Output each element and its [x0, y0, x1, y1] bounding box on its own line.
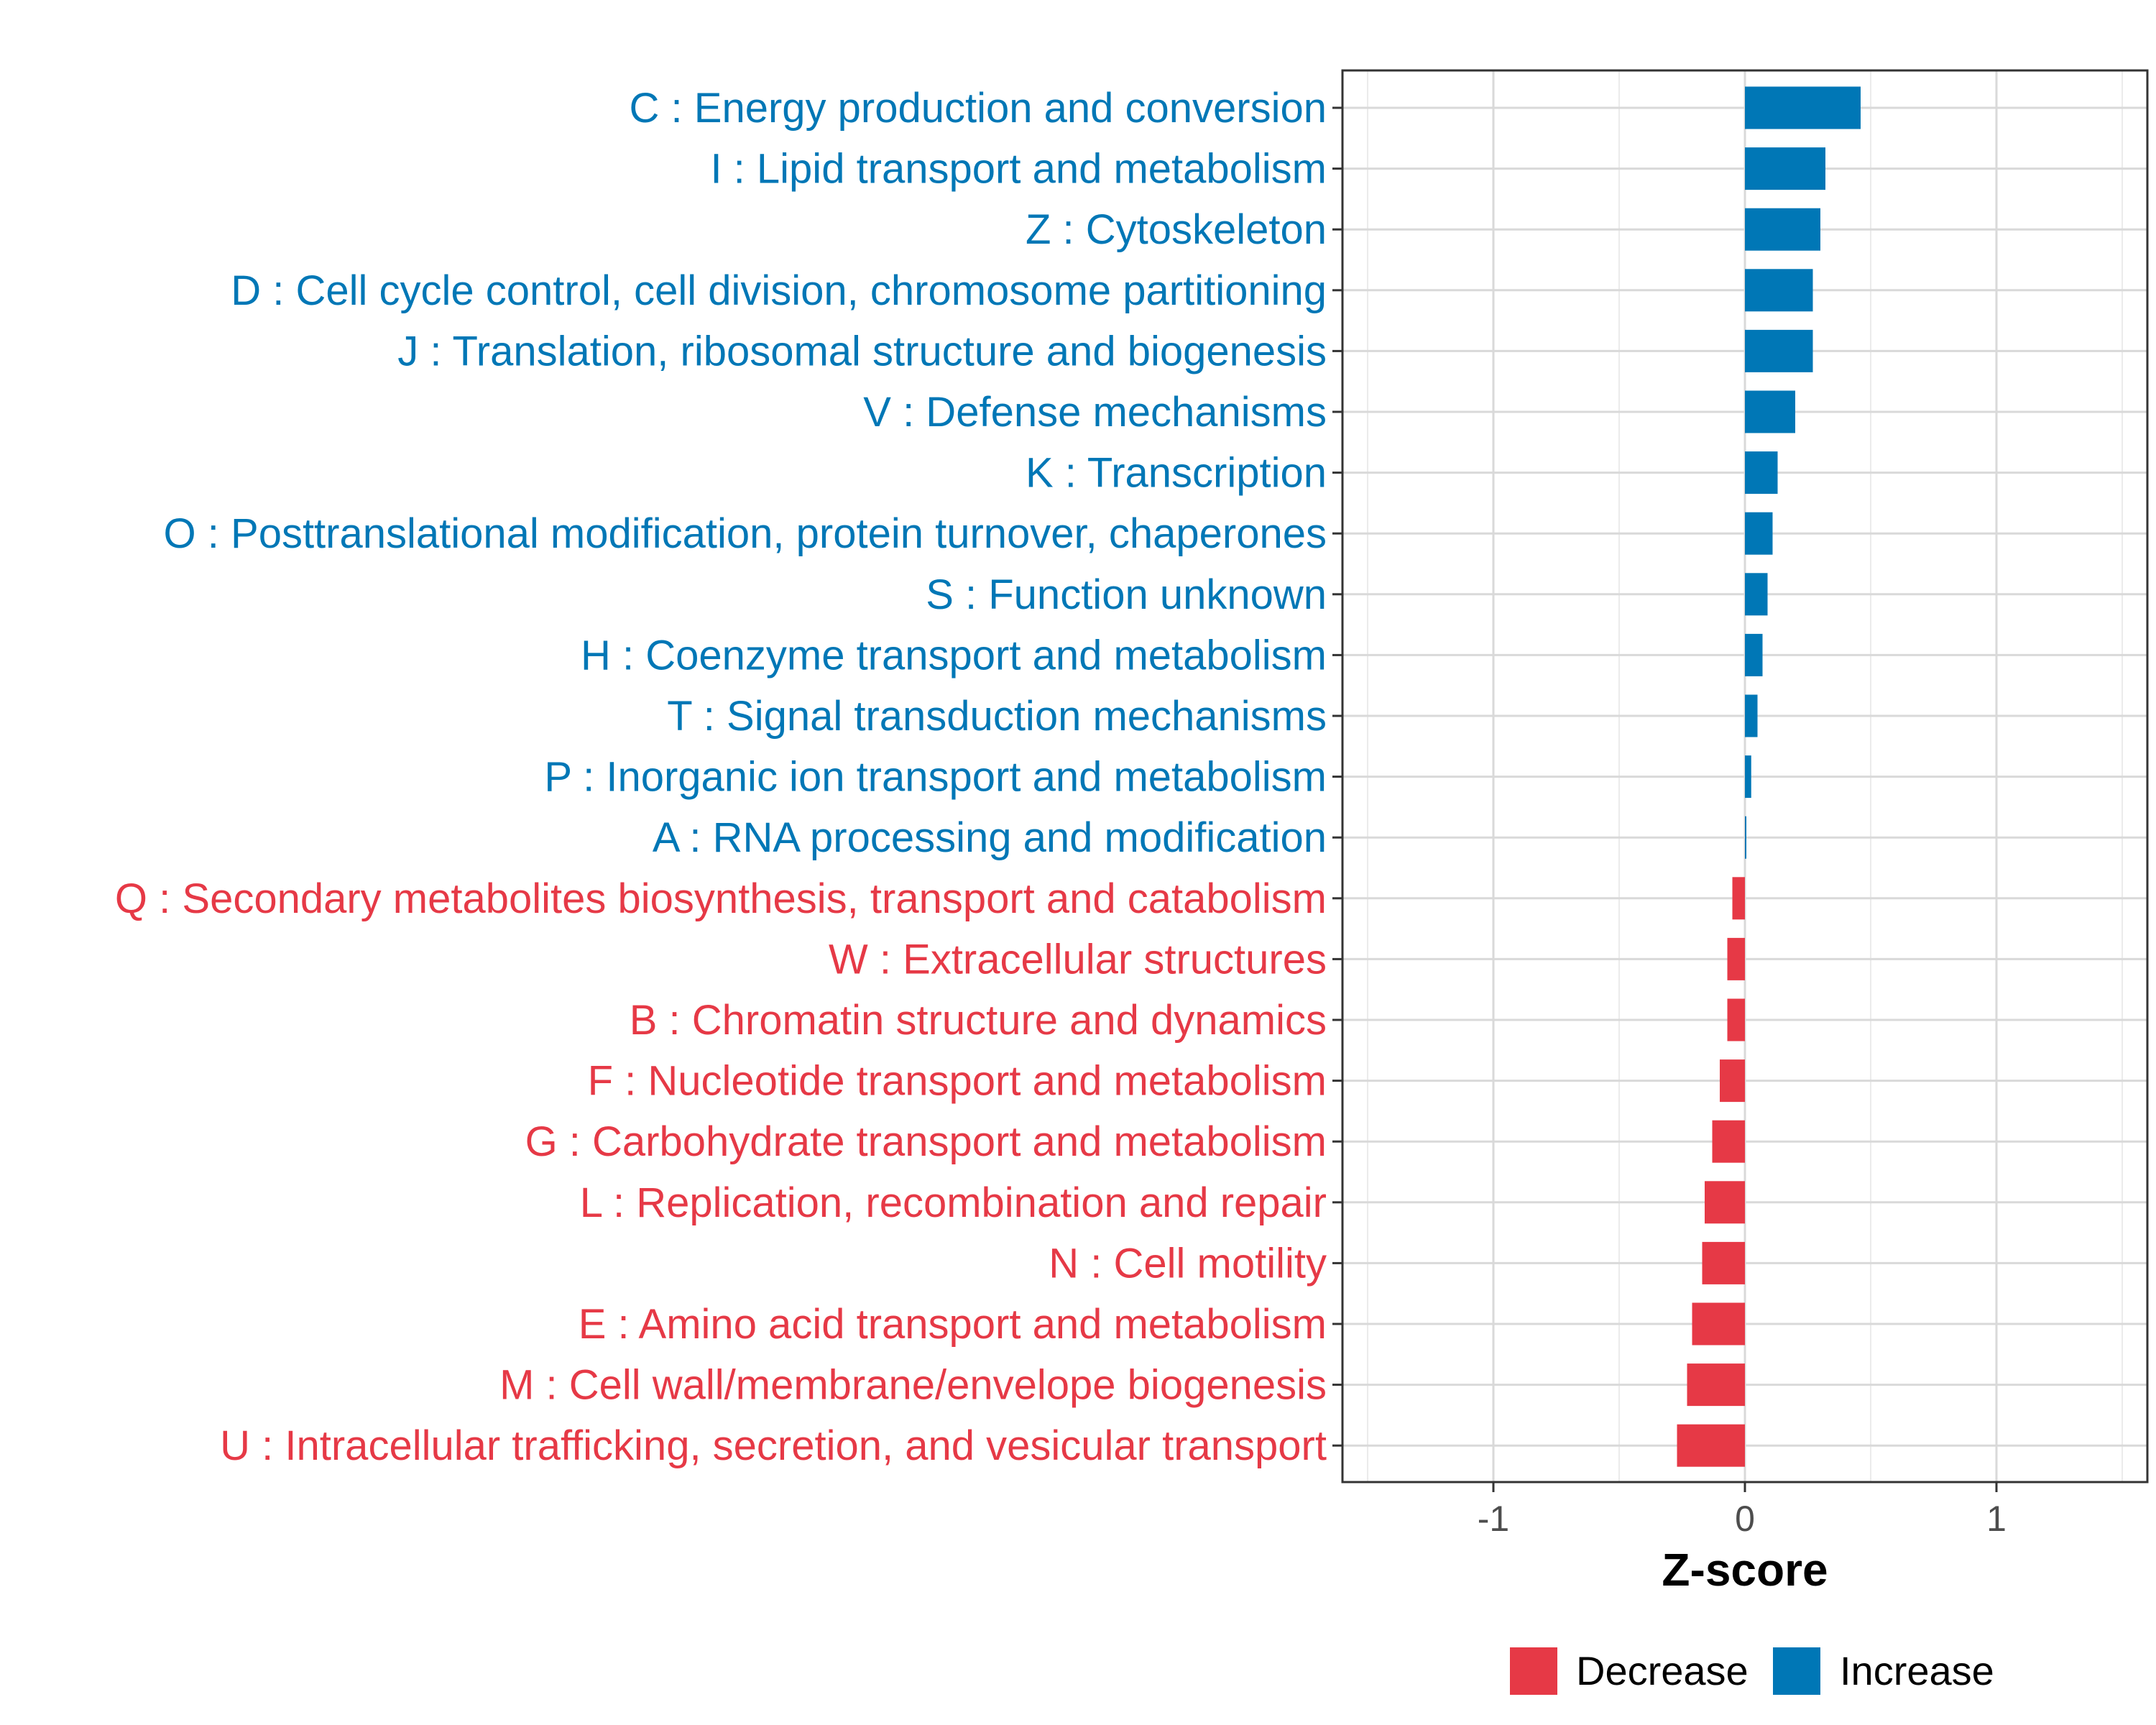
bar [1745, 86, 1861, 129]
bar [1727, 937, 1745, 980]
x-tick-label: 1 [1986, 1499, 2007, 1539]
category-label: G : Carbohydrate transport and metabolis… [525, 1118, 1327, 1165]
category-label: I : Lipid transport and metabolism [710, 146, 1327, 193]
category-label: V : Defense mechanisms [863, 389, 1327, 436]
bar [1745, 147, 1825, 190]
bar [1745, 816, 1746, 859]
legend-key-decrease [1510, 1647, 1557, 1695]
legend-key-increase [1773, 1647, 1820, 1695]
bar [1745, 451, 1778, 494]
category-label: N : Cell motility [1049, 1240, 1327, 1287]
category-label: J : Translation, ribosomal structure and… [397, 328, 1327, 374]
bar [1712, 1120, 1745, 1163]
bar [1745, 390, 1795, 433]
category-label: E : Amino acid transport and metabolism [579, 1301, 1327, 1348]
legend-label-decrease: Decrease [1576, 1648, 1749, 1693]
bar [1677, 1424, 1745, 1467]
category-label: P : Inorganic ion transport and metaboli… [544, 754, 1327, 801]
bar [1705, 1181, 1745, 1224]
category-label: S : Function unknown [926, 571, 1327, 618]
category-label: W : Extracellular structures [829, 936, 1327, 983]
bar [1727, 998, 1745, 1041]
category-label: H : Coenzyme transport and metabolism [581, 632, 1327, 678]
bar [1687, 1363, 1745, 1407]
category-label: T : Signal transduction mechanisms [667, 693, 1327, 740]
category-label: L : Replication, recombination and repai… [580, 1179, 1327, 1226]
x-tick-label: -1 [1478, 1499, 1509, 1539]
bar [1745, 269, 1813, 312]
category-label: D : Cell cycle control, cell division, c… [231, 267, 1327, 314]
category-label: A : RNA processing and modification [653, 814, 1327, 861]
category-label: M : Cell wall/membrane/envelope biogenes… [499, 1362, 1327, 1409]
bar [1745, 512, 1773, 555]
category-label: O : Posttranslational modification, prot… [164, 510, 1327, 557]
category-label: U : Intracellular trafficking, secretion… [220, 1422, 1327, 1469]
bar [1745, 694, 1758, 737]
category-label: K : Transcription [1026, 450, 1327, 497]
category-label: C : Energy production and conversion [630, 85, 1327, 132]
legend-label-increase: Increase [1840, 1648, 1994, 1693]
bar [1732, 877, 1745, 920]
bar [1720, 1059, 1745, 1103]
category-label: B : Chromatin structure and dynamics [630, 997, 1327, 1044]
category-label: Q : Secondary metabolites biosynthesis, … [115, 875, 1327, 922]
bar [1745, 329, 1813, 372]
bar [1745, 633, 1763, 676]
bar [1745, 755, 1751, 799]
category-label: F : Nucleotide transport and metabolism [588, 1058, 1327, 1105]
bar [1745, 573, 1768, 616]
x-axis-title: Z-score [1662, 1544, 1828, 1596]
bar [1745, 208, 1820, 251]
category-label: Z : Cytoskeleton [1026, 206, 1327, 253]
x-tick-label: 0 [1735, 1499, 1755, 1539]
bar [1692, 1302, 1745, 1346]
bar [1702, 1241, 1745, 1284]
